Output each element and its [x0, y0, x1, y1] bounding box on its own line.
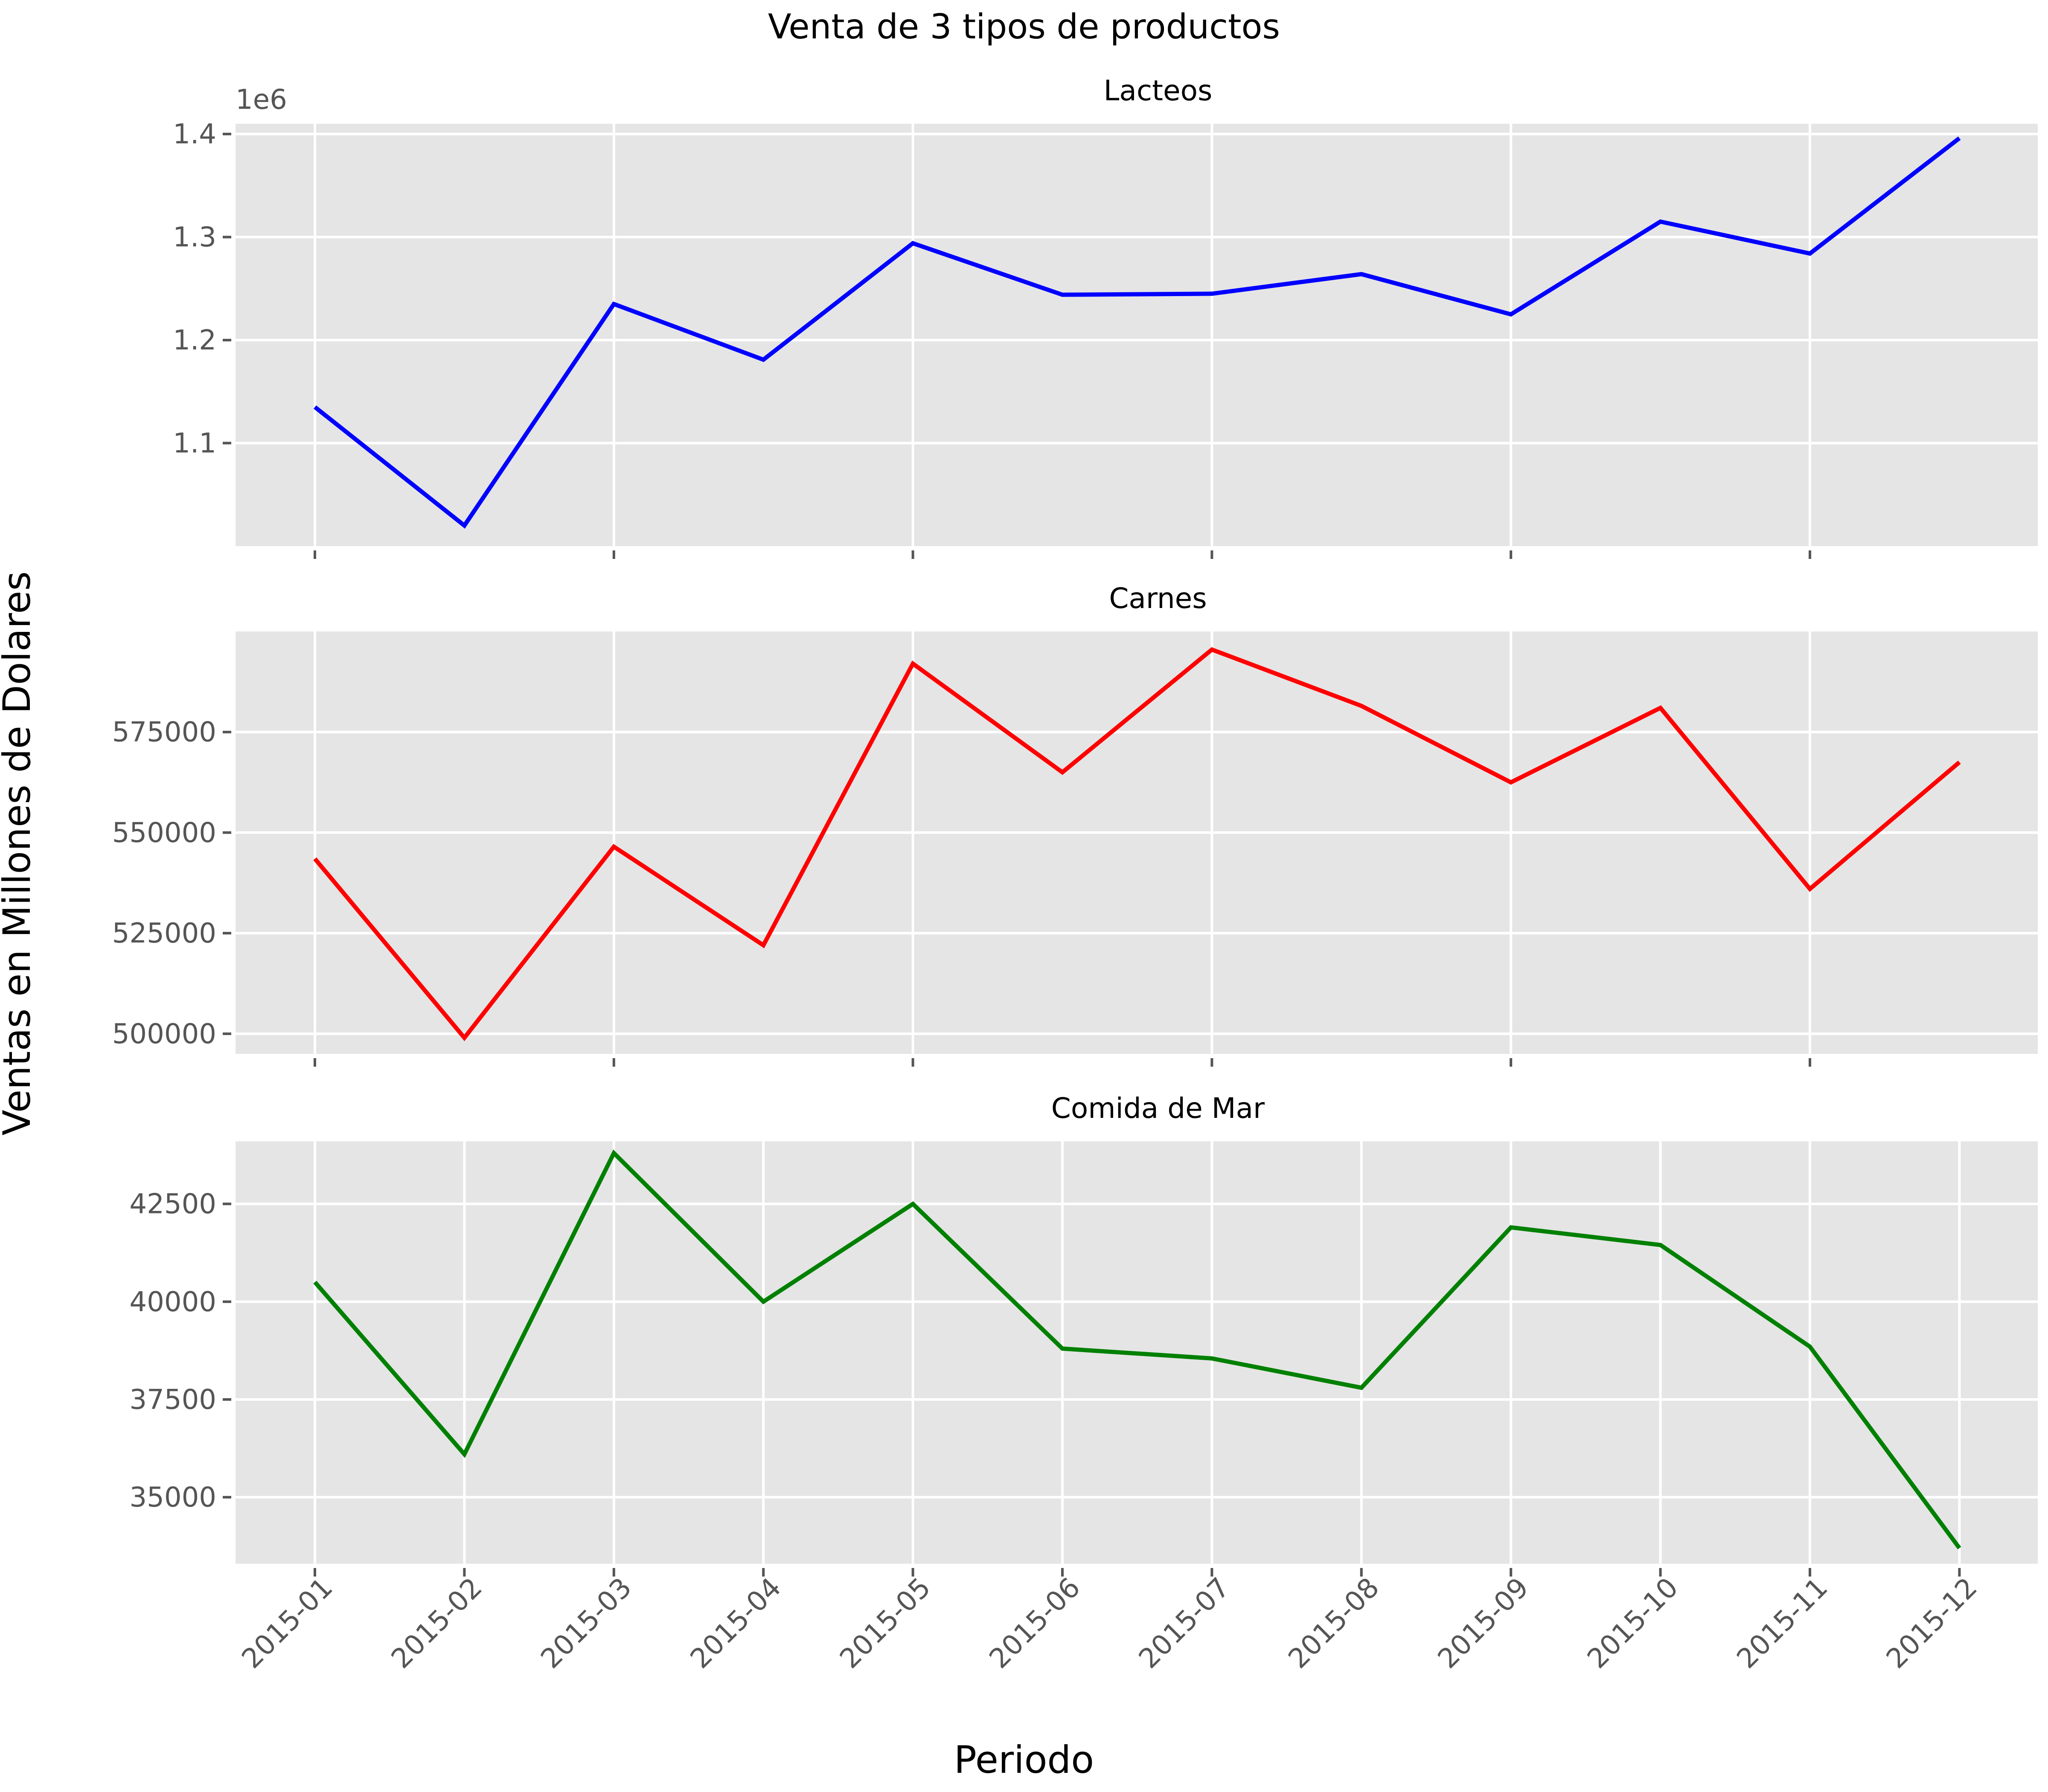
- x-tick-label: 2015-11: [1731, 1572, 1834, 1675]
- y-tick-label: 40000: [129, 1286, 216, 1318]
- panels: 1.1 1.2 1.3 1.4 1e6 Lacteos 500000 525000 550000…: [112, 74, 2038, 1577]
- chart-title: Venta de 3 tipos de productos: [768, 7, 1280, 47]
- y-tick-label: 1.1: [173, 428, 216, 460]
- y-tick-label: 37500: [129, 1384, 216, 1416]
- series-line: [313, 1149, 1961, 1550]
- x-tick-label: 2015-12: [1880, 1572, 1983, 1675]
- panel-subtitle: Lacteos: [1104, 74, 1213, 107]
- series-line: [313, 136, 1961, 529]
- y-tick-label: 35000: [129, 1482, 216, 1513]
- x-tick-label: 2015-05: [834, 1572, 937, 1675]
- panel-subtitle: Comida de Mar: [1051, 1092, 1265, 1125]
- y-offset-text: 1e6: [236, 84, 287, 116]
- x-tick-label: 2015-06: [983, 1572, 1086, 1675]
- panel-subtitle: Carnes: [1109, 582, 1207, 615]
- x-tick-label: 2015-03: [535, 1572, 638, 1675]
- x-tick-label: 2015-02: [385, 1572, 488, 1675]
- panel-0: 1.1 1.2 1.3 1.4 1e6 Lacteos: [173, 74, 2038, 559]
- y-axis-label: Ventas en Millones de Dolares: [0, 571, 39, 1135]
- x-tick-labels: 2015-01 2015-02 2015-03 2015-04 2015-05 2015-…: [236, 1572, 1984, 1675]
- y-tick-label: 1.4: [173, 119, 216, 150]
- x-tick-label: 2015-04: [684, 1572, 787, 1675]
- x-tick-label: 2015-08: [1283, 1572, 1385, 1675]
- x-tick-label: 2015-09: [1432, 1572, 1535, 1675]
- y-tick-label: 575000: [112, 717, 216, 748]
- y-tick-label: 1.3: [173, 222, 216, 253]
- y-tick-label: 525000: [112, 918, 216, 949]
- y-tick-label: 1.2: [173, 325, 216, 356]
- plot-area: [236, 124, 2038, 546]
- panel-2: 35000 37500 40000 42500 Comida de Mar: [129, 1092, 2038, 1577]
- plot-area: [236, 631, 2038, 1054]
- panel-1: 500000 525000 550000 575000 Carnes: [112, 582, 2038, 1067]
- x-tick-label: 2015-07: [1133, 1572, 1236, 1675]
- x-axis-label: Periodo: [954, 1738, 1094, 1782]
- x-tick-label: 2015-01: [236, 1572, 339, 1675]
- y-tick-label: 42500: [129, 1189, 216, 1220]
- x-tick-label: 2015-10: [1582, 1572, 1684, 1675]
- series-line: [313, 647, 1961, 1041]
- y-tick-label: 550000: [112, 817, 216, 849]
- y-tick-label: 500000: [112, 1018, 216, 1050]
